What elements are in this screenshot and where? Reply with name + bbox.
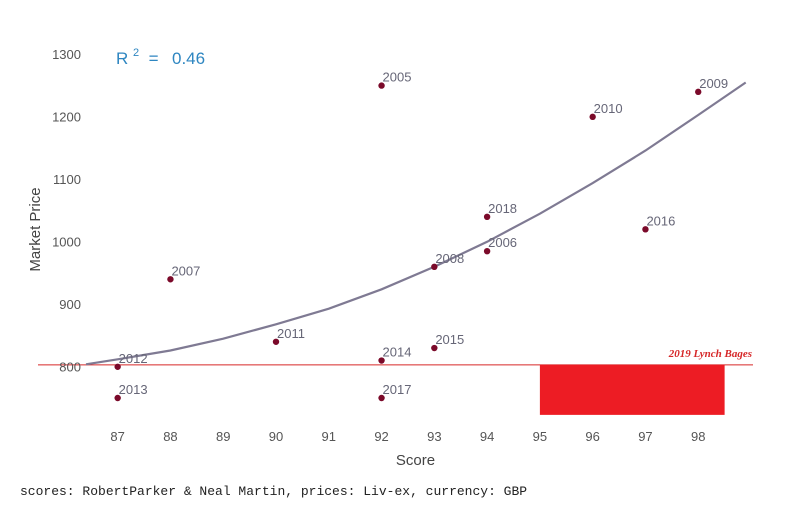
y-tick-label: 1200 (52, 109, 81, 124)
point-label-2006: 2006 (488, 235, 517, 250)
data-point-2010 (589, 113, 596, 121)
x-tick-label: 97 (638, 429, 652, 444)
x-tick-label: 94 (480, 429, 494, 444)
data-point-2006 (483, 247, 491, 255)
x-axis-ticks: 87 88 89 90 91 92 93 94 95 96 97 98 (110, 429, 705, 444)
point-label-2009: 2009 (699, 76, 728, 91)
y-axis-ticks: 800 900 1000 1100 1200 1300 (52, 47, 81, 374)
point-label-2016: 2016 (646, 213, 675, 228)
r-squared-symbol: R (116, 49, 128, 68)
point-label-2005: 2005 (383, 70, 412, 85)
r-squared-label: R 2 = 0.46 (116, 41, 205, 68)
points-layer: 2005 2009 2010 2018 2016 2006 2008 2007 2011 2015… (114, 70, 728, 402)
x-axis-title: Score (396, 452, 435, 469)
r-squared-separator: = (144, 49, 163, 68)
y-tick-label: 800 (59, 359, 81, 374)
annotation-layer: 2019 Lynch Bages (38, 348, 753, 415)
y-tick-label: 900 (59, 297, 81, 312)
point-label-2018: 2018 (488, 201, 517, 216)
point-label-2015: 2015 (435, 332, 464, 347)
data-point-2007 (167, 276, 174, 283)
data-point-2016 (642, 226, 649, 233)
point-label-2011: 2011 (277, 326, 305, 341)
y-tick-label: 1000 (52, 234, 81, 249)
x-tick-label: 88 (163, 429, 177, 444)
point-label-2014: 2014 (383, 345, 412, 360)
data-point-2011 (272, 338, 280, 345)
x-tick-label: 87 (110, 429, 124, 444)
data-point-2018 (483, 213, 491, 221)
y-axis-title: Market Price (27, 187, 44, 271)
y-tick-label: 1300 (52, 47, 81, 62)
data-point-2012 (114, 363, 121, 370)
source-footnote: scores: RobertParker & Neal Martin, pric… (20, 484, 528, 499)
point-label-2007: 2007 (171, 263, 200, 278)
data-point-2005 (378, 82, 385, 89)
point-label-2010: 2010 (594, 101, 623, 116)
x-tick-label: 89 (216, 429, 230, 444)
x-tick-label: 98 (691, 429, 705, 444)
data-point-2013 (114, 394, 121, 402)
trendline-layer (85, 81, 747, 366)
x-tick-label: 91 (322, 429, 336, 444)
data-point-2015 (431, 344, 438, 352)
point-label-2008: 2008 (435, 251, 464, 266)
x-tick-label: 95 (533, 429, 547, 444)
point-label-2013: 2013 (119, 382, 148, 397)
data-point-2014 (378, 357, 385, 364)
score-range-block (539, 364, 725, 415)
data-point-2009 (695, 88, 702, 96)
data-point-2017 (378, 394, 385, 402)
r-squared-exponent: 2 (133, 47, 139, 59)
x-tick-label: 92 (374, 429, 388, 444)
scatter-chart: 2019 Lynch Bages 2005 2009201020182016200… (27, 41, 753, 469)
point-label-2017: 2017 (383, 382, 412, 397)
x-tick-label: 93 (427, 429, 441, 444)
data-point-2008 (431, 263, 438, 271)
x-tick-label: 96 (585, 429, 599, 444)
annotation-label: 2019 Lynch Bages (668, 348, 752, 360)
point-label-2012: 2012 (119, 351, 148, 366)
trendline (85, 81, 747, 366)
x-tick-label: 90 (269, 429, 283, 444)
y-tick-label: 1100 (53, 172, 81, 187)
r-squared-value: 0.46 (172, 49, 205, 68)
